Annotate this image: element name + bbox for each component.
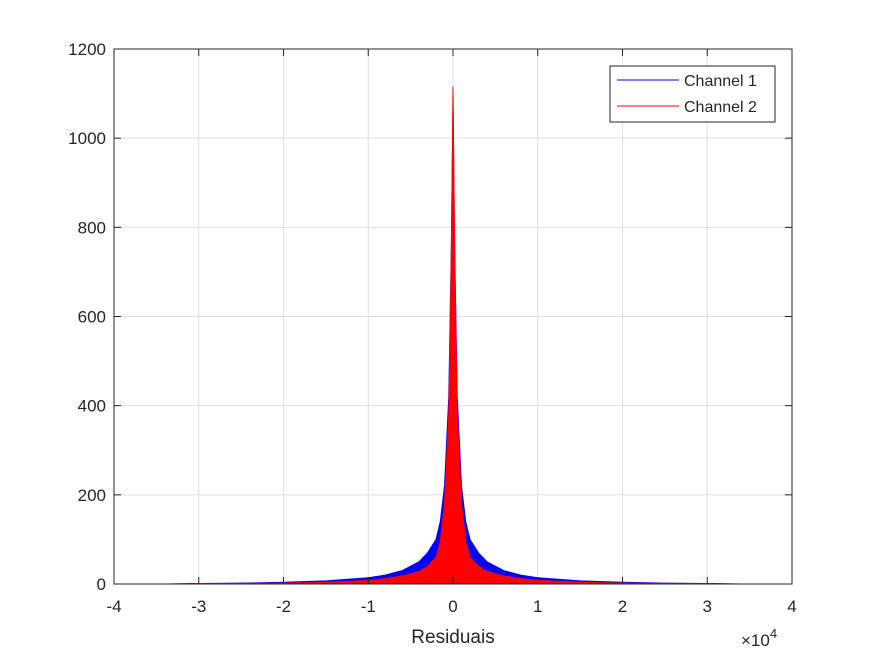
x-tick-label: -4 (106, 597, 121, 616)
y-tick-label: 1000 (68, 129, 106, 148)
y-tick-label: 0 (97, 575, 106, 594)
x-tick-label: -3 (191, 597, 206, 616)
y-tick-label: 600 (78, 308, 106, 327)
x-axis-exponent: ×104 (741, 626, 777, 650)
legend-label-channel-1: Channel 1 (684, 73, 757, 90)
series-area-channel-2 (172, 86, 734, 585)
y-tick-label: 200 (78, 486, 106, 505)
x-axis-label: Residuais (411, 627, 494, 648)
legend-label-channel-2: Channel 2 (684, 99, 757, 116)
y-tick-label: 400 (78, 397, 106, 416)
x-exponent-base: ×10 (741, 631, 770, 650)
series-areas (164, 86, 742, 585)
x-exponent-power: 4 (770, 626, 777, 641)
x-tick-labels: -4 -3 -2 -1 0 1 2 3 4 (106, 597, 796, 616)
y-tick-label: 800 (78, 218, 106, 237)
y-tick-labels: 0 200 400 600 800 1000 1200 (68, 40, 106, 594)
legend-box (609, 65, 776, 123)
legend: Channel 1 Channel 2 (609, 65, 776, 123)
x-tick-label: -2 (276, 597, 291, 616)
axis-ticks (113, 48, 793, 585)
x-tick-label: 2 (618, 597, 627, 616)
y-tick-label: 1200 (68, 40, 106, 59)
x-tick-label: 4 (787, 597, 796, 616)
x-tick-label: -1 (361, 597, 376, 616)
x-tick-label: 1 (533, 597, 542, 616)
x-tick-label: 3 (703, 597, 712, 616)
x-tick-label: 0 (448, 597, 457, 616)
